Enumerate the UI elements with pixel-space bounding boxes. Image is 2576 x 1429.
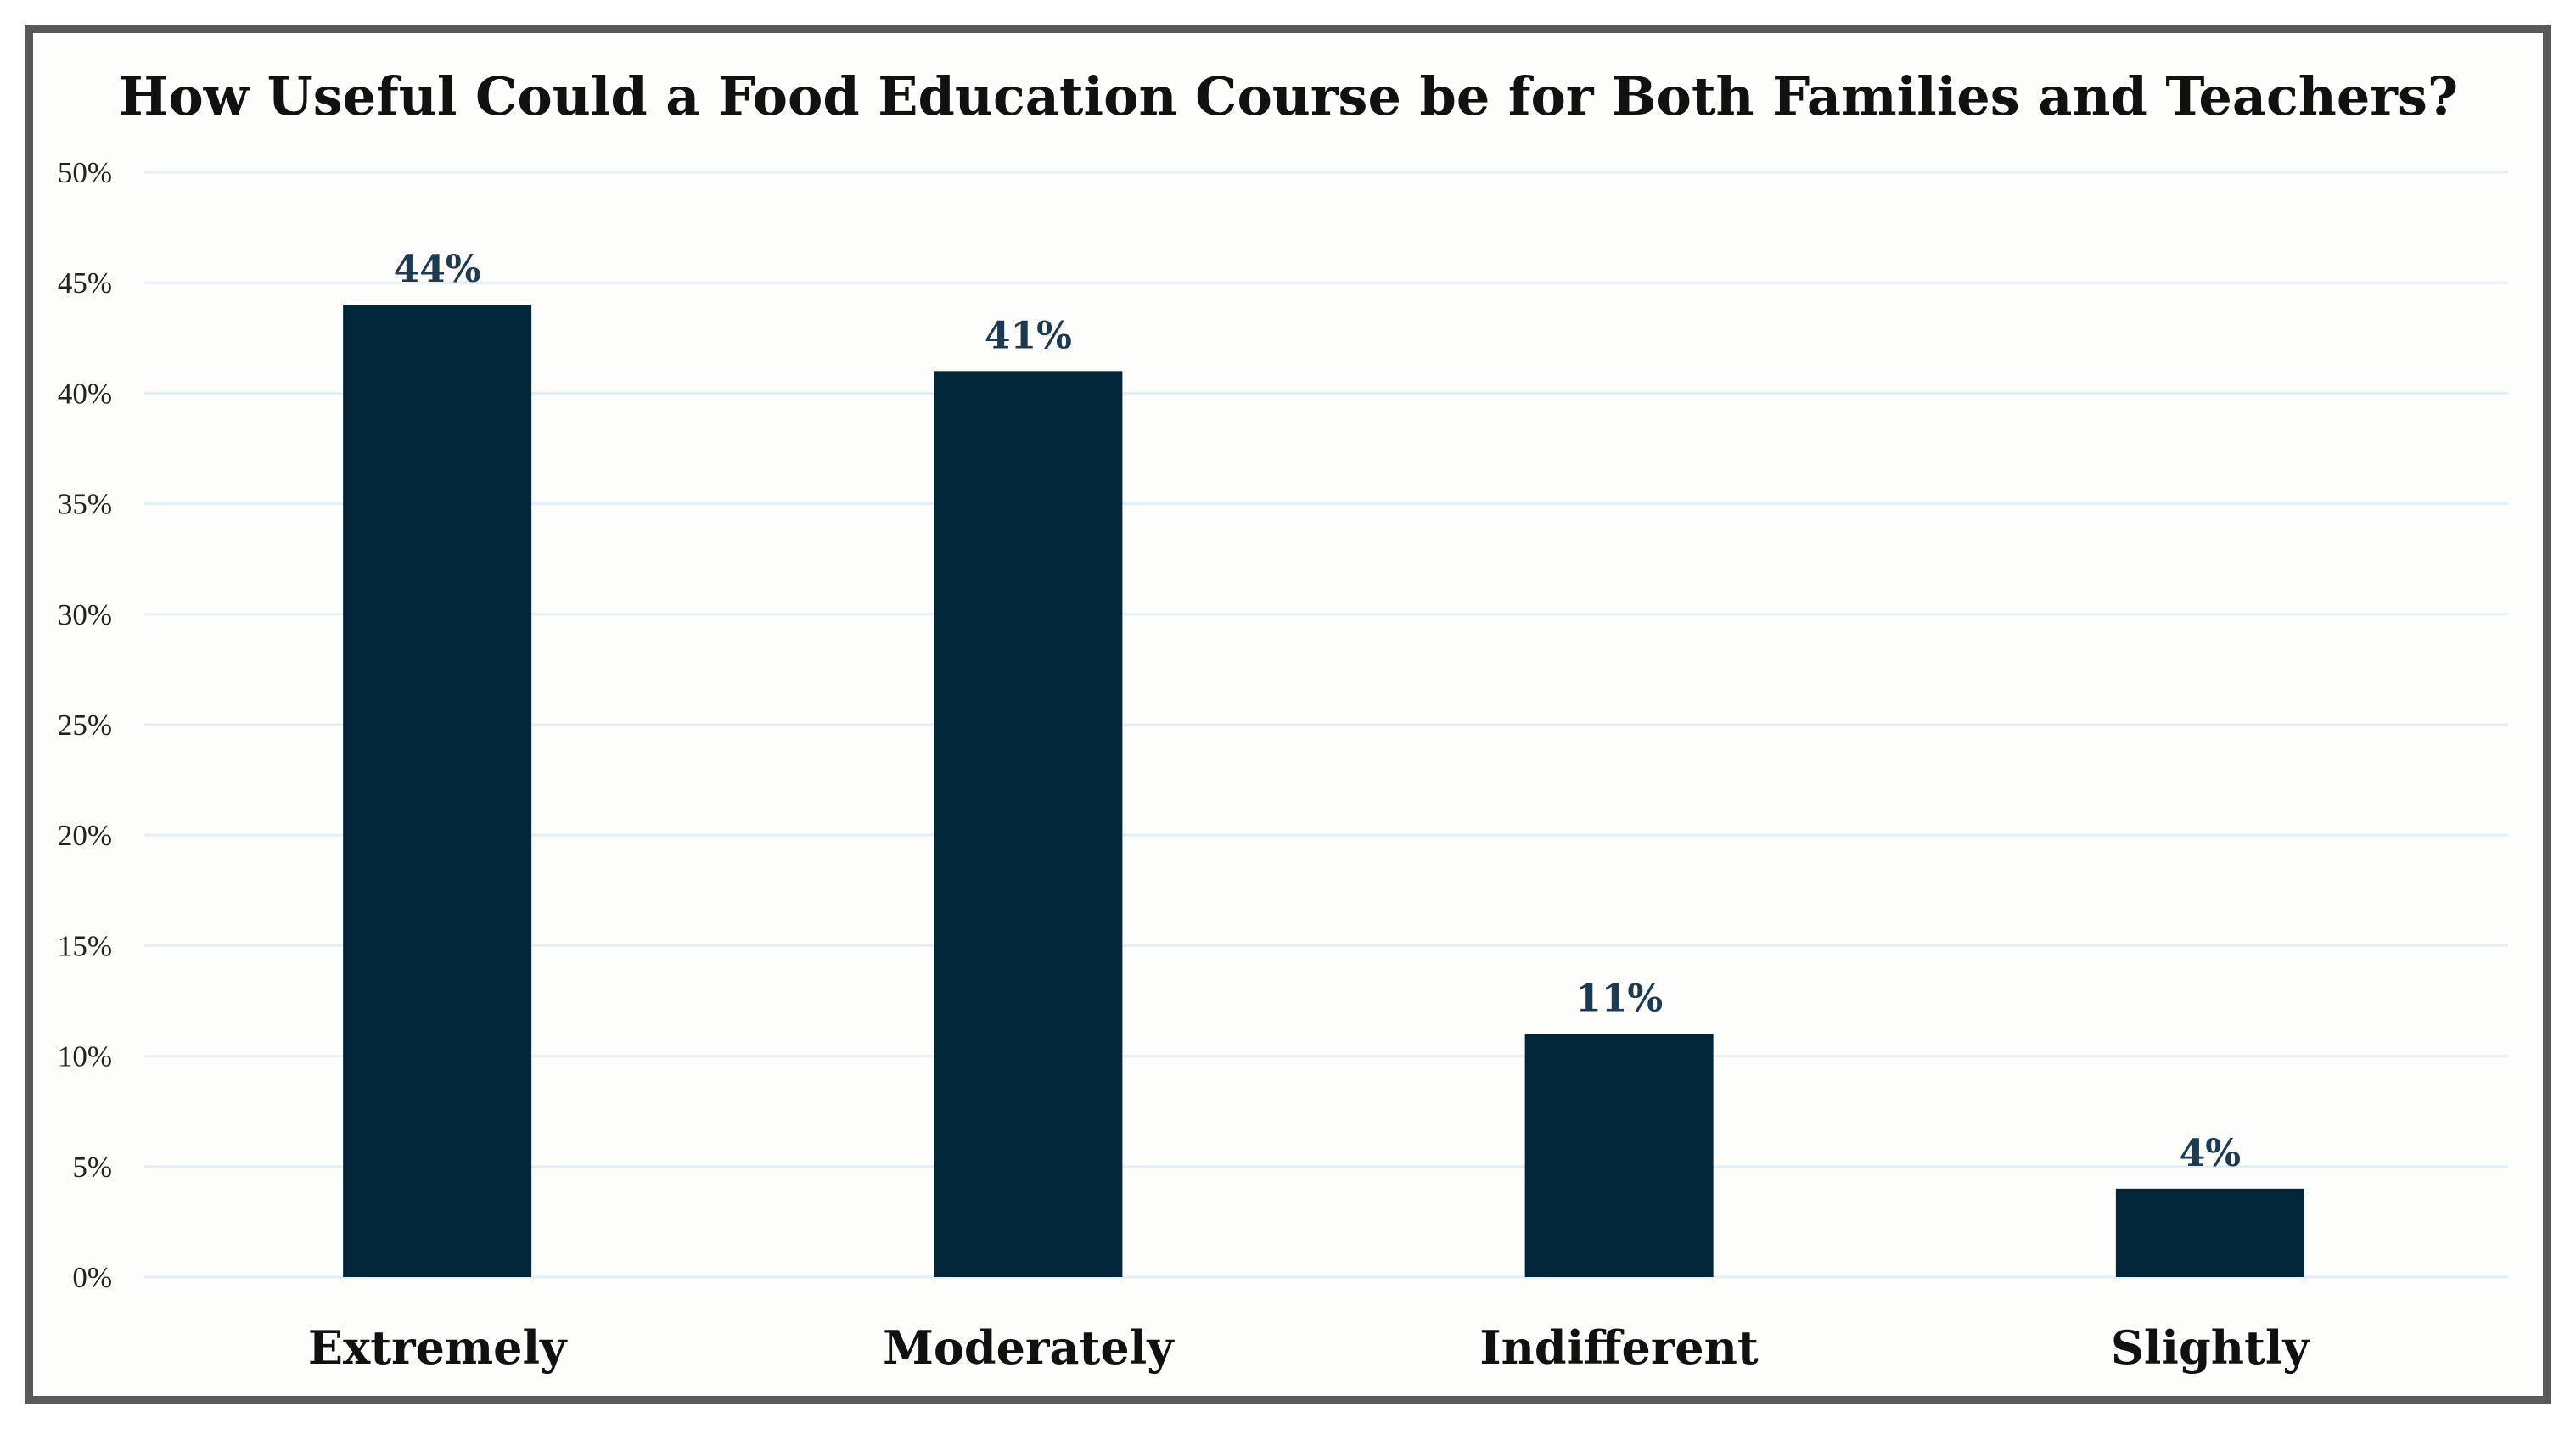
data-label-extremely: 44% xyxy=(394,248,481,291)
x-tick-label-extremely: Extremely xyxy=(308,1320,568,1375)
y-tick-label: 35% xyxy=(58,488,112,521)
bars xyxy=(343,305,2304,1277)
bar-indifferent xyxy=(1524,1034,1714,1277)
data-label-slightly: 4% xyxy=(2180,1132,2241,1175)
y-tick-label: 5% xyxy=(72,1151,112,1184)
y-tick-label: 15% xyxy=(58,929,112,962)
y-tick-label: 10% xyxy=(58,1040,112,1073)
y-axis-ticks: 0% 5% 10% 15% 20% 25% 30% 35% 40% 45% 50% xyxy=(58,156,112,1294)
y-tick-label: 30% xyxy=(58,598,112,631)
data-labels: 44% 41% 11% 4% xyxy=(394,248,2241,1175)
bar-moderately xyxy=(934,371,1123,1277)
bar-extremely xyxy=(343,305,532,1277)
x-tick-label-slightly: Slightly xyxy=(2111,1320,2311,1375)
y-tick-label: 0% xyxy=(72,1261,112,1294)
chart-title: How Useful Could a Food Education Course… xyxy=(119,65,2458,127)
gridlines xyxy=(144,171,2508,1279)
data-label-moderately: 41% xyxy=(985,314,1072,357)
data-label-indifferent: 11% xyxy=(1575,978,1663,1021)
y-tick-label: 20% xyxy=(58,819,112,852)
x-tick-label-moderately: Moderately xyxy=(883,1320,1175,1375)
y-tick-label: 45% xyxy=(58,266,112,300)
x-tick-label-indifferent: Indifferent xyxy=(1479,1320,1759,1375)
y-tick-label: 40% xyxy=(58,377,112,410)
bar-slightly xyxy=(2115,1188,2304,1277)
y-tick-label: 25% xyxy=(58,709,112,742)
y-tick-label: 50% xyxy=(58,156,112,189)
x-axis-ticks: Extremely Moderately Indifferent Slightly xyxy=(308,1320,2311,1375)
